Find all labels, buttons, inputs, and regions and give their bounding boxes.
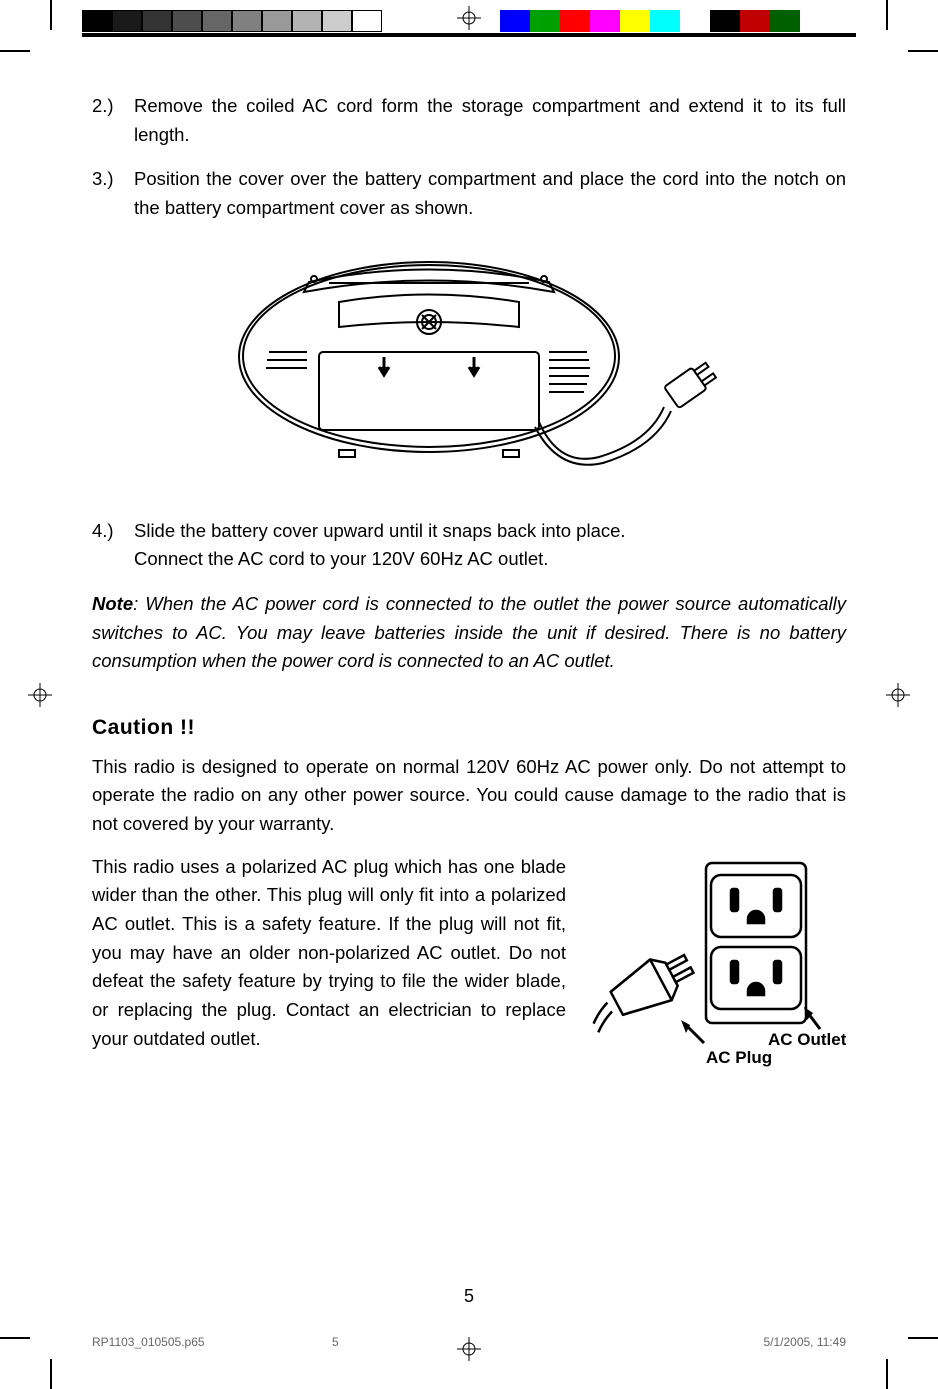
crop-mark [0, 1337, 30, 1339]
note-label: Note [92, 593, 133, 614]
step-3: 3.) Position the cover over the battery … [92, 165, 846, 222]
registration-mark-icon [886, 683, 910, 707]
ac-outlet-label: AC Outlet [768, 1030, 846, 1049]
registration-mark-icon [28, 683, 52, 707]
caution-heading: Caution !! [92, 712, 846, 745]
grayscale-calibration-bar [82, 10, 382, 32]
page-content: 2.) Remove the coiled AC cord form the s… [92, 92, 846, 1073]
footer-page: 5 [332, 1335, 339, 1349]
page-number: 5 [464, 1286, 474, 1307]
top-rule [82, 33, 856, 37]
step-text: Position the cover over the battery comp… [134, 165, 846, 222]
registration-mark-icon [457, 6, 481, 30]
footer-datetime: 5/1/2005, 11:49 [763, 1335, 846, 1349]
page-footer: RP1103_010505.p65 5 5/1/2005, 11:49 [92, 1335, 846, 1349]
note-block: Note: When the AC power cord is connecte… [92, 590, 846, 676]
caution-paragraph-1: This radio is designed to operate on nor… [92, 753, 846, 839]
step-4: 4.) Slide the battery cover upward until… [92, 517, 846, 574]
step-2: 2.) Remove the coiled AC cord form the s… [92, 92, 846, 149]
step-number: 3.) [92, 165, 134, 222]
step-text-line: Slide the battery cover upward until it … [134, 520, 626, 541]
crop-mark [886, 1359, 888, 1389]
caution-two-column: This radio uses a polarized AC plug whic… [92, 853, 846, 1073]
ac-plug-label: AC Plug [706, 1048, 772, 1067]
step-text-line: Connect the AC cord to your 120V 60Hz AC… [134, 548, 548, 569]
step-text: Remove the coiled AC cord form the stora… [134, 92, 846, 149]
crop-mark [886, 0, 888, 30]
step-number: 4.) [92, 517, 134, 574]
note-text: : When the AC power cord is connected to… [92, 593, 846, 671]
step-number: 2.) [92, 92, 134, 149]
crop-mark [908, 50, 938, 52]
footer-filename: RP1103_010505.p65 [92, 1335, 205, 1349]
caution-paragraph-2: This radio uses a polarized AC plug whic… [92, 853, 566, 1054]
outlet-diagram: AC Plug AC Outlet [586, 853, 846, 1073]
step-text: Slide the battery cover upward until it … [134, 517, 846, 574]
crop-mark [908, 1337, 938, 1339]
crop-mark [50, 1359, 52, 1389]
radio-diagram [219, 247, 719, 487]
color-calibration-bar [500, 10, 800, 32]
crop-mark [0, 50, 30, 52]
crop-mark [50, 0, 52, 30]
